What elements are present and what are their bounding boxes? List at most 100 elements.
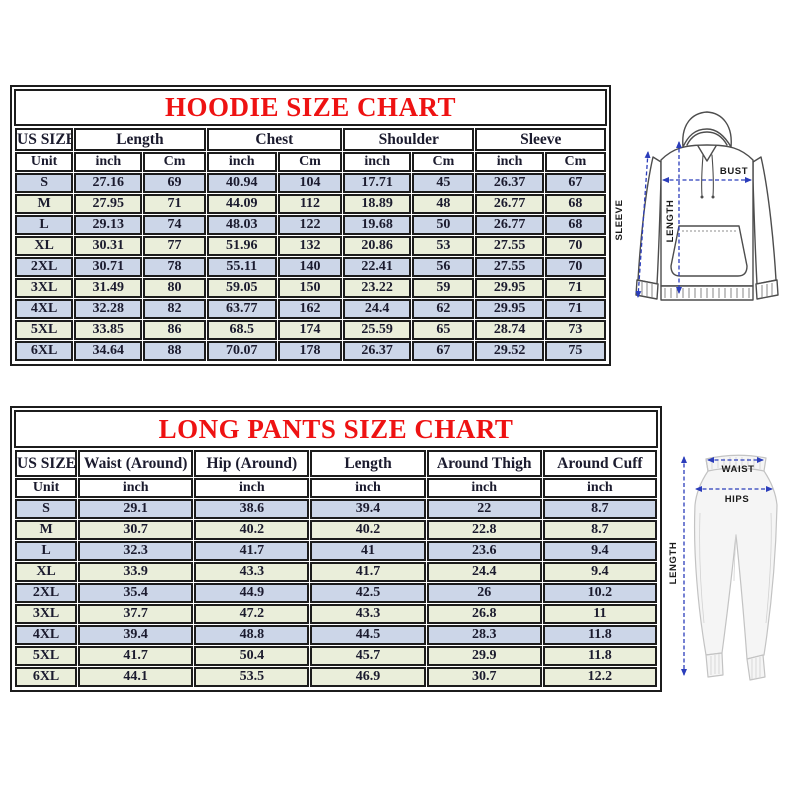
unit-row: Unit inch Cm inch Cm inch Cm inch Cm	[15, 152, 606, 172]
pants-body	[693, 454, 778, 660]
value-cell: 122	[277, 215, 343, 235]
unit-cell: Cm	[143, 152, 206, 172]
value-cell: 53.5	[194, 667, 310, 687]
hoodie-pocket	[670, 225, 748, 277]
value-cell: 29.13	[74, 215, 143, 235]
value-cell: 77	[143, 236, 206, 256]
value-cell: 18.89	[343, 194, 412, 214]
value-cell: 29.1	[78, 499, 194, 519]
value-cell: 65	[412, 320, 475, 340]
size-cell: S	[15, 499, 78, 519]
value-cell: 88	[143, 341, 206, 361]
unit-cell: inch	[426, 478, 542, 498]
value-cell: 8.7	[542, 499, 657, 519]
value-cell: 56	[412, 257, 475, 277]
value-cell: 26.8	[426, 604, 542, 624]
value-cell: 12.2	[542, 667, 657, 687]
hips-label: HIPS	[725, 494, 750, 505]
value-cell: 55.11	[206, 257, 277, 277]
size-row-4XL: 4XL 39.4 48.8 44.5 28.3 11.8	[15, 625, 657, 645]
size-cell: 2XL	[15, 257, 74, 277]
value-cell: 8.7	[542, 520, 657, 540]
value-cell: 27.55	[475, 257, 544, 277]
value-cell: 32.28	[74, 299, 143, 319]
size-cell: M	[15, 194, 74, 214]
column-header: Around Thigh	[426, 450, 542, 477]
value-cell: 67	[544, 173, 606, 193]
hoodie-chart-title: HOODIE SIZE CHART	[14, 89, 607, 126]
pants-size-table: US SIZE Waist (Around) Hip (Around) Length A…	[14, 449, 658, 688]
value-cell: 104	[277, 173, 343, 193]
value-cell: 70	[544, 236, 606, 256]
value-cell: 162	[277, 299, 343, 319]
value-cell: 44.5	[310, 625, 426, 645]
unit-cell: inch	[74, 152, 143, 172]
value-cell: 27.16	[74, 173, 143, 193]
size-row-2XL: 2XL 30.71 78 55.11 140 22.41 56 27.55 70	[15, 257, 606, 277]
sleeve-arrow	[635, 151, 651, 298]
value-cell: 67	[412, 341, 475, 361]
hoodie-hood	[682, 111, 732, 148]
value-cell: 75	[544, 341, 606, 361]
value-cell: 73	[544, 320, 606, 340]
value-cell: 63.77	[206, 299, 277, 319]
value-cell: 40.2	[194, 520, 310, 540]
value-cell: 22.8	[426, 520, 542, 540]
value-cell: 62	[412, 299, 475, 319]
unit-cell: Cm	[277, 152, 343, 172]
size-row-M: M 30.7 40.2 40.2 22.8 8.7	[15, 520, 657, 540]
hoodie-size-chart: HOODIE SIZE CHART US SIZE Length Chest Shou…	[10, 85, 611, 366]
unit-cell: inch	[78, 478, 194, 498]
unit-label: Unit	[15, 152, 74, 172]
value-cell: 41.7	[310, 562, 426, 582]
bust-label: BUST	[720, 166, 748, 177]
unit-label: Unit	[15, 478, 78, 498]
value-cell: 29.95	[475, 278, 544, 298]
size-row-5XL: 5XL 33.85 86 68.5 174 25.59 65 28.74 73	[15, 320, 606, 340]
column-header: Shoulder	[343, 128, 475, 151]
size-cell: L	[15, 541, 78, 561]
value-cell: 48.8	[194, 625, 310, 645]
value-cell: 71	[143, 194, 206, 214]
value-cell: 9.4	[542, 562, 657, 582]
hoodie-left-sleeve	[637, 156, 662, 285]
value-cell: 24.4	[343, 299, 412, 319]
size-row-6XL: 6XL 34.64 88 70.07 178 26.37 67 29.52 75	[15, 341, 606, 361]
value-cell: 26	[426, 583, 542, 603]
size-cell: 6XL	[15, 341, 74, 361]
size-cell: M	[15, 520, 78, 540]
column-header: Waist (Around)	[78, 450, 194, 477]
column-header: Length	[310, 450, 426, 477]
size-cell: S	[15, 173, 74, 193]
value-cell: 47.2	[194, 604, 310, 624]
unit-cell: Cm	[412, 152, 475, 172]
value-cell: 42.5	[310, 583, 426, 603]
value-cell: 48	[412, 194, 475, 214]
pants-length-label: LENGTH	[668, 542, 679, 585]
value-cell: 41	[310, 541, 426, 561]
pants-left-cuff	[705, 652, 724, 678]
value-cell: 150	[277, 278, 343, 298]
size-row-L: L 29.13 74 48.03 122 19.68 50 26.77 68	[15, 215, 606, 235]
value-cell: 26.77	[475, 194, 544, 214]
size-row-M: M 27.95 71 44.09 112 18.89 48 26.77 68	[15, 194, 606, 214]
value-cell: 71	[544, 278, 606, 298]
value-cell: 17.71	[343, 173, 412, 193]
hoodie-drawstrings	[701, 154, 714, 197]
size-row-L: L 32.3 41.7 41 23.6 9.4	[15, 541, 657, 561]
size-cell: 3XL	[15, 278, 74, 298]
value-cell: 80	[143, 278, 206, 298]
value-cell: 70.07	[206, 341, 277, 361]
size-cell: 3XL	[15, 604, 78, 624]
value-cell: 23.6	[426, 541, 542, 561]
value-cell: 11.8	[542, 646, 657, 666]
value-cell: 68.5	[206, 320, 277, 340]
value-cell: 10.2	[542, 583, 657, 603]
hoodie-right-sleeve	[752, 156, 777, 285]
value-cell: 28.3	[426, 625, 542, 645]
size-cell: 4XL	[15, 299, 74, 319]
value-cell: 39.4	[310, 499, 426, 519]
size-cell: 2XL	[15, 583, 78, 603]
value-cell: 34.64	[74, 341, 143, 361]
